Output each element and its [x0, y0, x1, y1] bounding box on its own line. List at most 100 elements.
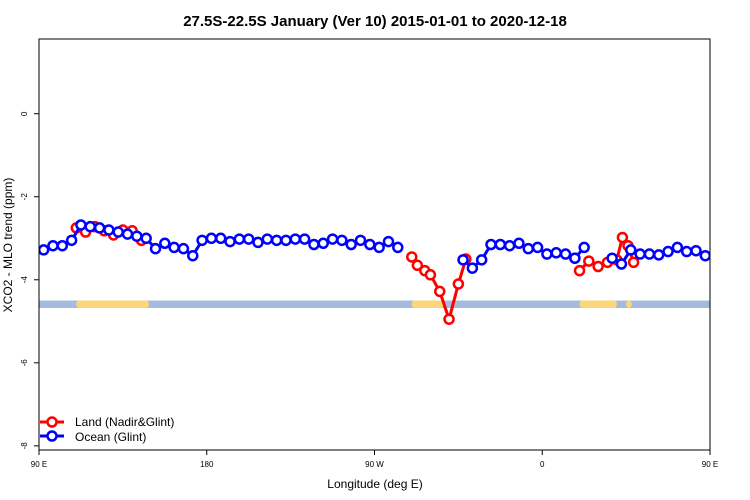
ocean-point — [615, 258, 628, 270]
y-tick-label: -2 — [20, 193, 29, 201]
x-tick-label: 90 E — [31, 460, 47, 469]
ocean-point — [187, 249, 199, 262]
ocean-point — [103, 224, 115, 236]
y-tick-label: 0 — [20, 111, 29, 116]
ocean-point — [93, 222, 106, 234]
ocean-point — [643, 248, 656, 260]
ocean-point — [354, 234, 367, 247]
ocean-point — [662, 245, 674, 258]
land-point — [411, 259, 424, 272]
land-point — [592, 260, 604, 273]
ocean-point — [65, 234, 78, 247]
ocean-point — [224, 235, 236, 248]
land-band-segment — [411, 300, 444, 309]
ocean-point — [690, 244, 702, 257]
chart-title: 27.5S-22.5S January (Ver 10) 2015-01-01 … — [183, 13, 567, 30]
x-axis-label: Longitude (deg E) — [327, 477, 422, 491]
ocean-point — [196, 234, 208, 247]
ocean-point — [168, 241, 180, 254]
ocean-point — [317, 237, 329, 250]
legend-ocean-label: Ocean (Glint) — [75, 430, 146, 444]
ocean-point — [729, 243, 738, 252]
land-point — [424, 269, 437, 281]
ocean-point — [671, 241, 684, 254]
ocean-point — [494, 238, 507, 251]
ocean-point — [625, 244, 637, 256]
ocean-point — [606, 252, 618, 264]
ocean-point — [513, 237, 525, 250]
y-axis-label: XCO2 - MLO trend (ppm) — [1, 178, 15, 313]
ocean-point — [475, 254, 488, 266]
ocean-point — [652, 249, 665, 261]
ocean-point — [84, 220, 97, 233]
ocean-point — [56, 239, 69, 252]
x-axis: 90 E 180 90 W 0 90 E — [31, 450, 718, 469]
ocean-point — [39, 244, 50, 256]
ocean-point — [503, 239, 516, 252]
ocean-point — [634, 248, 646, 260]
land-band-segment — [579, 300, 617, 309]
ocean-point — [485, 238, 497, 251]
ocean-point — [578, 241, 590, 254]
ocean-point — [270, 234, 283, 247]
ocean-point — [364, 238, 376, 251]
land-point — [452, 278, 465, 290]
ocean-point — [131, 230, 143, 242]
ocean-point — [699, 249, 710, 262]
land-point — [443, 313, 455, 325]
ocean-point — [233, 233, 246, 245]
ocean-point — [382, 235, 395, 248]
land-point — [616, 231, 629, 244]
land-point — [573, 264, 586, 277]
ocean-point — [457, 254, 469, 266]
legend-land-marker — [46, 416, 58, 428]
ocean-point — [345, 238, 357, 251]
ocean-point — [738, 242, 747, 251]
ocean-point — [159, 237, 171, 250]
ocean-band — [39, 300, 710, 309]
x-tick-label: 0 — [540, 460, 545, 469]
land-point — [583, 255, 595, 267]
ocean-point — [531, 241, 544, 254]
ocean-point — [205, 232, 218, 245]
legend-ocean-marker — [46, 430, 58, 442]
ocean-point — [708, 250, 710, 258]
ocean-point — [680, 245, 693, 258]
ocean-point — [522, 242, 535, 255]
ocean-point — [298, 233, 311, 245]
ocean-point — [569, 252, 581, 264]
x-tick-label: 90 E — [702, 460, 718, 469]
series-layer — [39, 219, 747, 325]
ocean-point — [541, 248, 553, 260]
ocean-point — [149, 242, 162, 255]
ocean-point — [261, 233, 274, 245]
ocean-point — [308, 238, 320, 251]
ocean-point — [466, 262, 479, 274]
legend: Land (Nadir&Glint) Ocean (Glint) — [40, 415, 174, 444]
ocean-point — [75, 219, 87, 231]
ocean-point — [280, 234, 292, 247]
y-tick-label: -8 — [20, 442, 29, 450]
ocean-point — [559, 248, 572, 260]
land-point — [627, 256, 640, 269]
land-point — [406, 251, 418, 263]
land-band-segment — [626, 300, 632, 309]
ocean-point — [242, 233, 255, 245]
ocean-point — [392, 241, 404, 254]
x-tick-label: 180 — [200, 460, 214, 469]
ocean-point — [336, 234, 348, 247]
ocean-point — [140, 232, 152, 245]
ocean-point — [177, 242, 190, 255]
ocean-point — [719, 245, 728, 254]
land-band-segment — [76, 300, 149, 309]
y-axis: 0 -2 -4 -6 -8 — [20, 111, 39, 449]
ocean-point — [121, 228, 134, 240]
ocean-point — [252, 236, 264, 249]
ocean-point — [373, 241, 385, 254]
x-tick-label: 90 W — [365, 460, 384, 469]
ocean-point — [112, 226, 124, 238]
legend-land-label: Land (Nadir&Glint) — [75, 415, 174, 429]
ocean-point — [289, 233, 302, 245]
land-point — [433, 285, 446, 298]
